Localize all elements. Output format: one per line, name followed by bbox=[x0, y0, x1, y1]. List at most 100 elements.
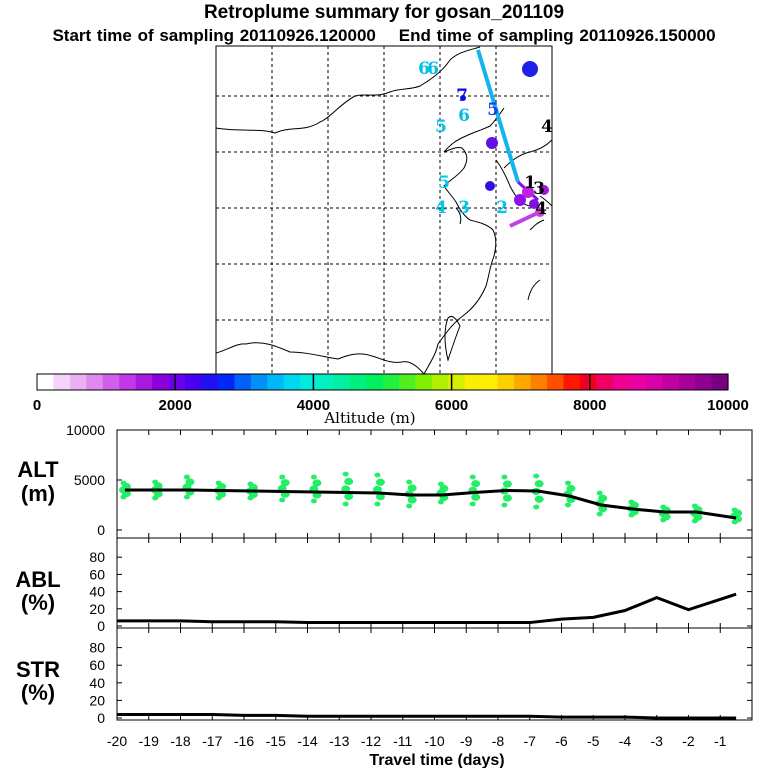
alt-scatter-point bbox=[342, 471, 349, 477]
colorbar-cell bbox=[234, 374, 252, 390]
y-tick-label: 80 bbox=[89, 549, 105, 565]
y-tick-label: 60 bbox=[89, 657, 105, 673]
colorbar-cell bbox=[102, 374, 120, 390]
colorbar-cell bbox=[547, 374, 565, 390]
day-label: 3 bbox=[458, 198, 470, 218]
colorbar-cell bbox=[250, 374, 268, 390]
colorbar-cell bbox=[333, 374, 351, 390]
travel-time-axis: -20 -19 -18 -17 -16 -15 -14 -13 -12 -11 -10 -9 -8 -7 -… bbox=[107, 733, 727, 768]
alt-scatter-point bbox=[469, 474, 476, 480]
colorbar-cell bbox=[579, 374, 597, 390]
alt-scatter-point bbox=[407, 484, 417, 492]
colorbar-cell bbox=[415, 374, 433, 390]
trajectory-dots bbox=[460, 61, 549, 217]
alt-scatter-point bbox=[152, 479, 159, 485]
panel-ylabel: ALT bbox=[17, 457, 59, 482]
colorbar-cell bbox=[185, 374, 203, 390]
x-tick-label: -9 bbox=[460, 733, 473, 749]
alt-scatter-point bbox=[471, 480, 481, 488]
alt-scatter-point bbox=[312, 479, 322, 487]
alt-scatter-point bbox=[534, 495, 544, 503]
alt-scatter-point bbox=[731, 507, 738, 513]
abl-line bbox=[117, 592, 737, 625]
x-tick-label: -12 bbox=[361, 733, 381, 749]
colorbar-cell bbox=[283, 374, 301, 390]
colorbar-cell bbox=[645, 374, 663, 390]
trajectory-dot bbox=[485, 181, 495, 191]
colorbar-cell bbox=[152, 374, 170, 390]
colorbar-label: Altitude (m) bbox=[323, 409, 415, 427]
end-time: End time of sampling 20110926.150000 bbox=[398, 26, 716, 45]
colorbar-cell bbox=[448, 374, 466, 390]
x-tick-label: -7 bbox=[524, 733, 537, 749]
alt-scatter-point bbox=[439, 484, 449, 493]
alt-scatter-point bbox=[279, 497, 286, 503]
colorbar-cell bbox=[662, 374, 680, 390]
alt-scatter-point bbox=[533, 504, 540, 510]
colorbar-cell bbox=[267, 374, 285, 390]
alt-scatter-point bbox=[406, 479, 413, 485]
colorbar-tick-label: 4000 bbox=[297, 397, 330, 414]
colorbar-cell bbox=[37, 374, 55, 390]
trajectory-dot bbox=[539, 185, 549, 195]
alt-scatter-point bbox=[183, 494, 190, 500]
map-graticule bbox=[216, 46, 552, 374]
colorbar-tick-label: 10000 bbox=[707, 397, 749, 414]
y-tick-label: 20 bbox=[89, 601, 105, 617]
alt-scatter-point bbox=[534, 480, 544, 488]
colorbar-cell bbox=[530, 374, 548, 390]
alt-scatter-point bbox=[344, 492, 354, 501]
colorbar-cell bbox=[349, 374, 367, 390]
panel-alt: 10000 5000 0 ALT(m) bbox=[17, 422, 753, 539]
alt-scatter-point bbox=[341, 485, 351, 493]
panel-frame bbox=[116, 537, 753, 629]
colorbar-cell bbox=[596, 374, 614, 390]
x-tick-label: -16 bbox=[234, 733, 254, 749]
colorbar-cell bbox=[168, 374, 186, 390]
alt-scatter-point bbox=[598, 494, 608, 502]
alt-scatter-point bbox=[501, 502, 508, 508]
x-tick-label: -1 bbox=[714, 733, 727, 749]
altitude-colorbar: 0 2000 4000 6000 8000 10000 Altitude (m) bbox=[33, 373, 749, 427]
x-tick-label: -14 bbox=[297, 733, 317, 749]
x-tick-label: -4 bbox=[619, 733, 632, 749]
colorbar-cell bbox=[86, 374, 104, 390]
alt-scatter-point bbox=[185, 478, 195, 486]
x-tick-label: -11 bbox=[393, 733, 412, 749]
colorbar-tick-label: 2000 bbox=[159, 397, 192, 414]
colorbar-cell bbox=[612, 374, 630, 390]
alt-scatter-point bbox=[533, 473, 540, 479]
y-tick-label: 0 bbox=[97, 710, 105, 726]
x-tick-label: -6 bbox=[555, 733, 568, 749]
y-tick-label: 0 bbox=[97, 522, 105, 538]
alt-scatter-point bbox=[471, 493, 481, 501]
str-line bbox=[117, 712, 737, 720]
sampling-times: Start time of sampling 20110926.120000 E… bbox=[0, 26, 768, 46]
alt-scatter-point bbox=[501, 474, 508, 480]
x-tick-label: -10 bbox=[424, 733, 444, 749]
colorbar-cell bbox=[201, 374, 219, 390]
alt-scatter-point bbox=[310, 498, 317, 504]
alt-scatter-point bbox=[566, 484, 576, 493]
alt-scatter-point bbox=[469, 501, 476, 507]
colorbar-cell bbox=[695, 374, 713, 390]
day-label: 5 bbox=[487, 100, 499, 120]
colorbar-tick-label: 6000 bbox=[435, 397, 468, 414]
colorbar-tick-label: 0 bbox=[33, 397, 41, 414]
time-series-panels: 1000050000ALT(m)806040200ABL(%)806040200… bbox=[15, 422, 753, 726]
trajectory-dot bbox=[460, 95, 466, 101]
colorbar-cell bbox=[53, 374, 71, 390]
colorbar-cell bbox=[119, 374, 137, 390]
alt-scatter-point bbox=[407, 496, 417, 504]
y-tick-label: 80 bbox=[89, 640, 105, 656]
alt-scatter-point bbox=[596, 511, 603, 517]
day-label: 5 bbox=[435, 117, 447, 137]
colorbar-cell bbox=[382, 374, 400, 390]
chart-title: Retroplume summary for gosan_201109 bbox=[203, 2, 565, 23]
colorbar-cell bbox=[464, 374, 482, 390]
colorbar-cell bbox=[629, 374, 647, 390]
y-tick-label: 5000 bbox=[74, 472, 105, 488]
day-label: 5 bbox=[438, 173, 450, 193]
alt-median-line bbox=[124, 488, 737, 520]
day-label: 3 bbox=[533, 179, 545, 199]
